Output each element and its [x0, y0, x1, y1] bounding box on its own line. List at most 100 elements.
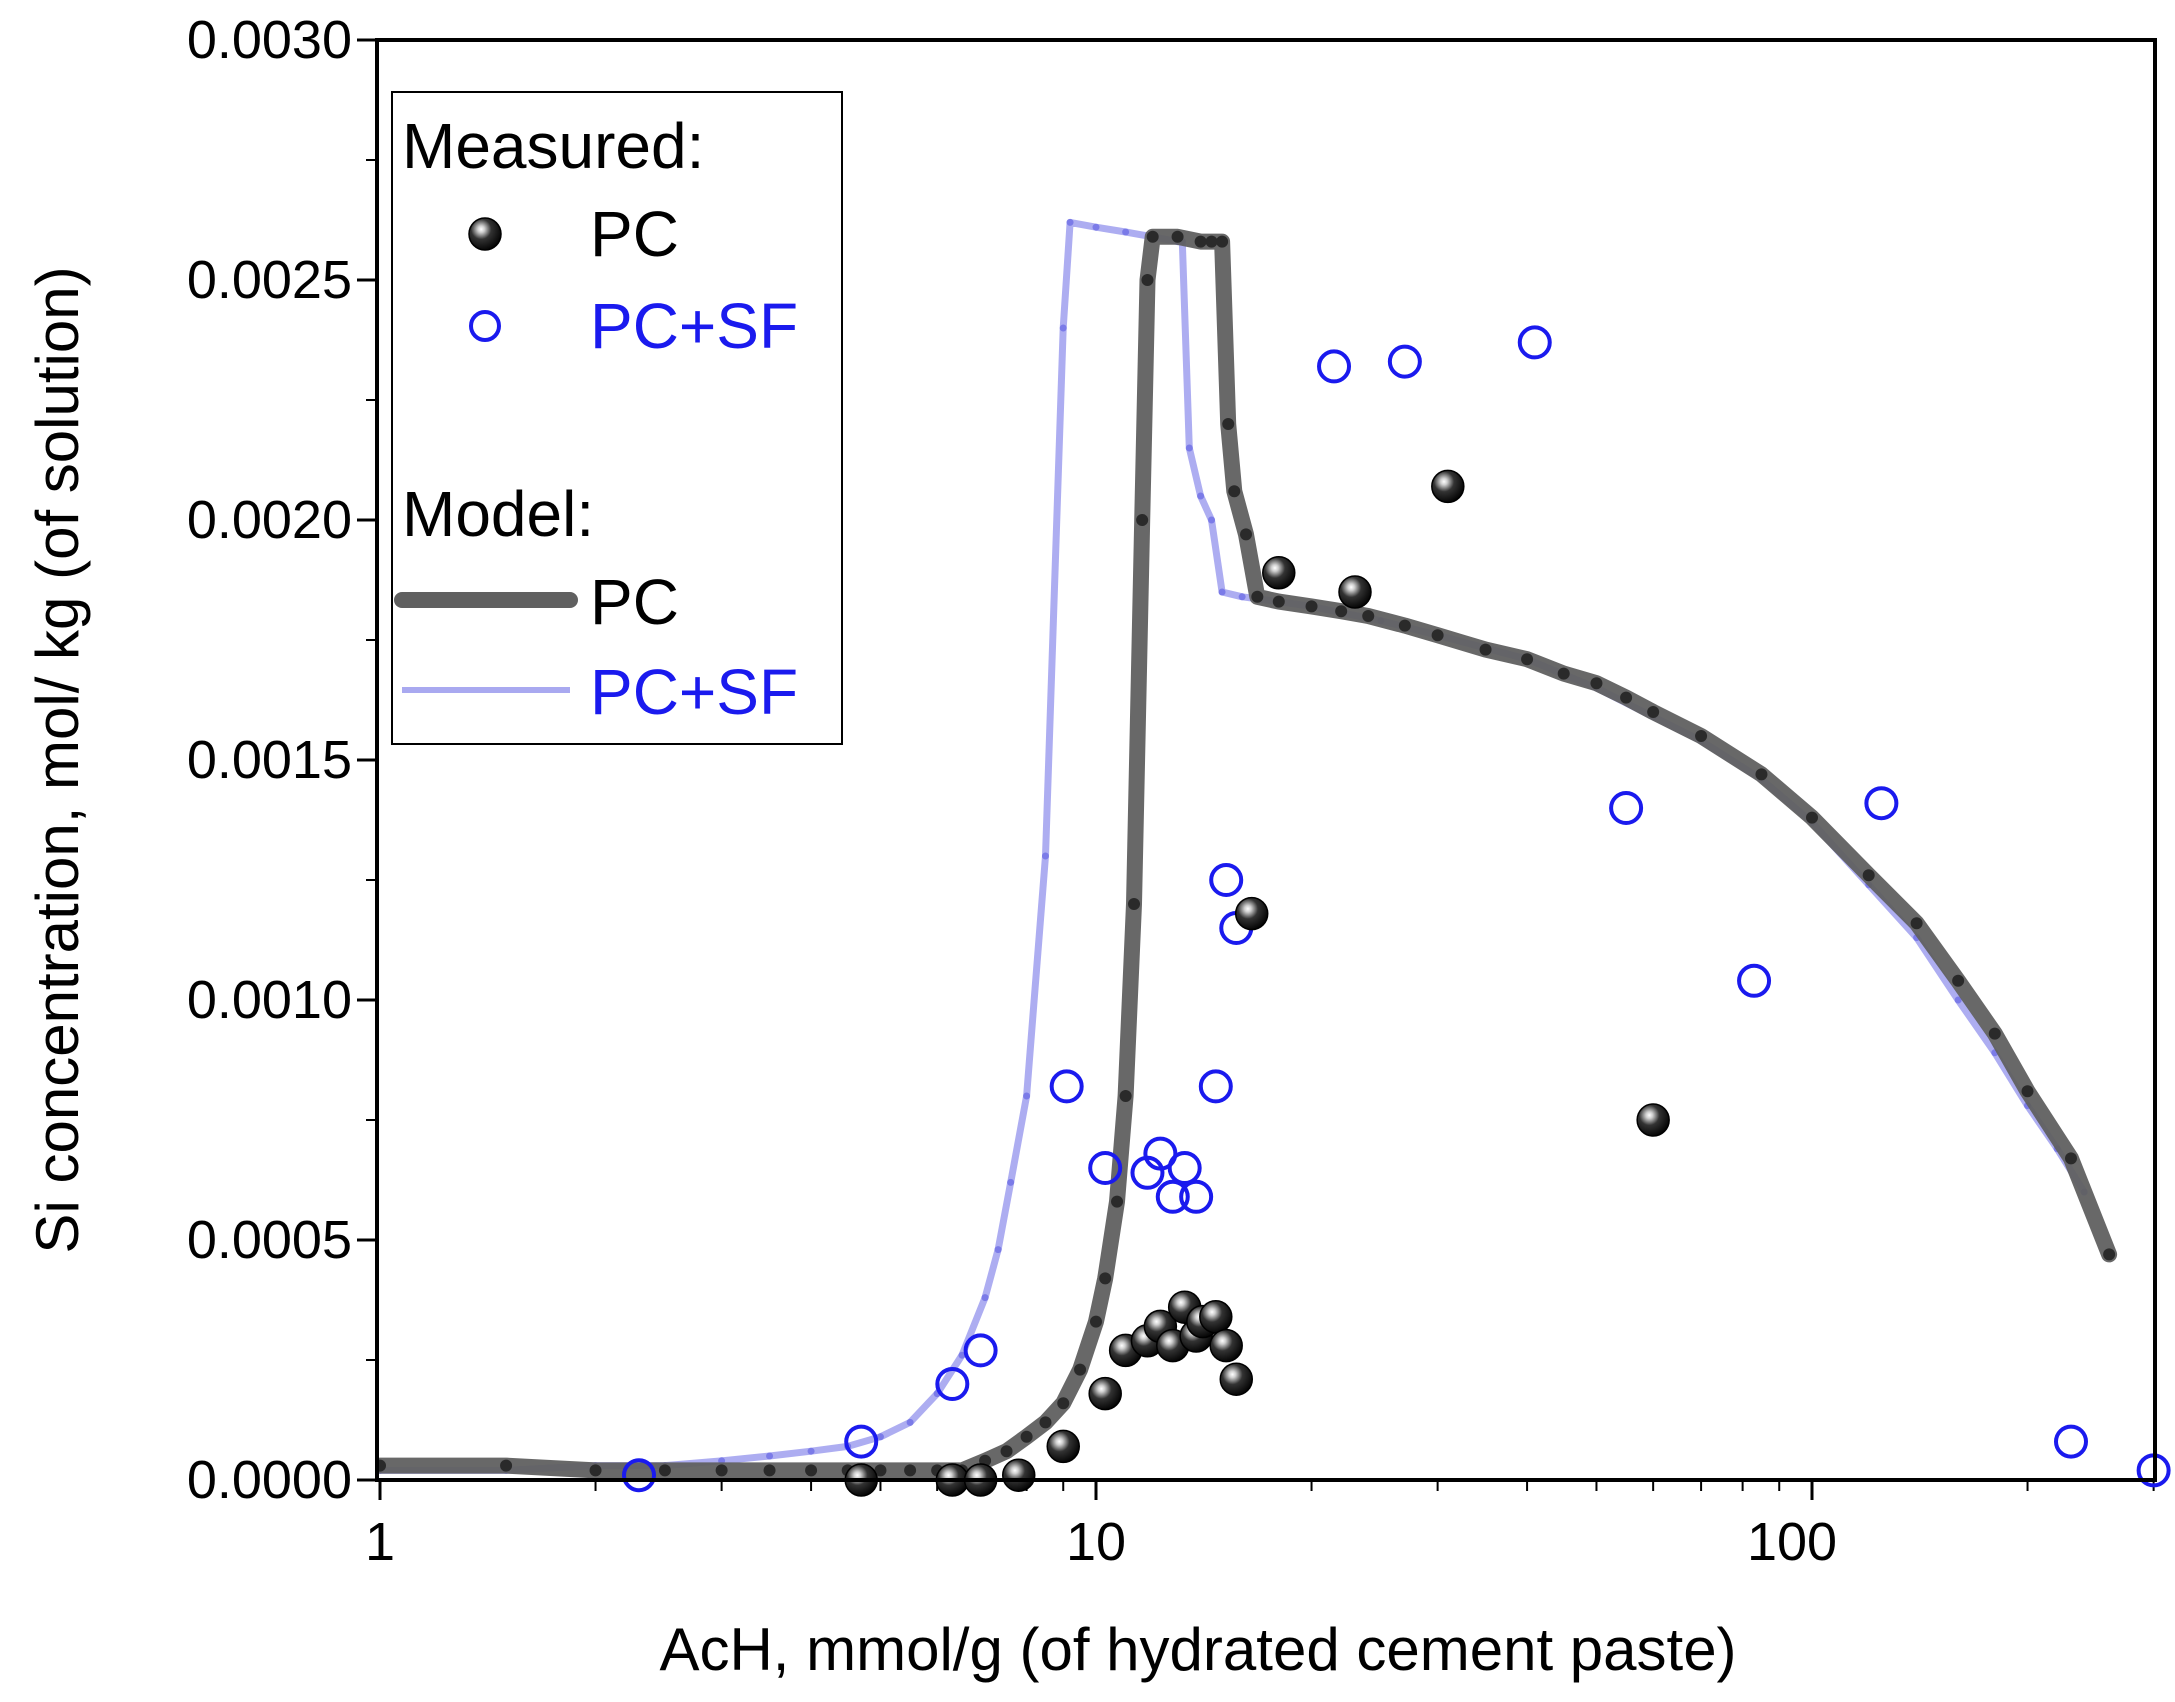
model-pc-node	[1057, 1397, 1070, 1410]
y-tick-label: 0.0030	[187, 10, 352, 70]
measured-pcsf-point	[1737, 963, 1772, 998]
model-pcsf-node	[807, 1447, 815, 1455]
measured-pcsf-point	[1049, 1069, 1084, 1104]
model-pc-node	[1000, 1445, 1013, 1458]
model-pc-node	[1620, 691, 1633, 704]
measured-pc-point	[1199, 1300, 1233, 1334]
legend-measured-heading: Measured:	[402, 110, 704, 182]
model-pcsf-node	[1041, 852, 1049, 860]
model-pc-node	[1099, 1272, 1112, 1285]
measured-pc-point	[1636, 1103, 1670, 1137]
model-pc-node	[1128, 898, 1141, 910]
measured-pcsf-point	[1864, 786, 1899, 821]
measured-pc-point	[1046, 1429, 1080, 1464]
legend-box	[391, 91, 843, 745]
model-pc-node	[1590, 677, 1603, 690]
model-pc-node	[377, 1459, 386, 1472]
measured-pcsf-point	[2053, 1424, 2088, 1459]
measured-pcsf-point	[621, 1458, 656, 1493]
model-pc-node	[1952, 974, 1965, 987]
measured-pcsf-point	[935, 1367, 970, 1401]
model-pc-node	[1090, 1315, 1102, 1328]
model-pcsf-node	[1185, 444, 1193, 452]
model-pc-node	[1171, 230, 1184, 243]
model-pc-node	[1862, 869, 1875, 882]
x-tick-label: 10	[1066, 1512, 1126, 1572]
model-pc-node	[1146, 230, 1159, 243]
model-pc-node	[1557, 667, 1570, 680]
legend: Measured: PC PC+SF Model: PC PC+SF	[391, 91, 843, 745]
model-pcsf-node	[766, 1452, 774, 1460]
measured-pc-point	[1338, 575, 1372, 609]
model-lines	[377, 218, 2118, 1479]
legend-measured-pcsf-marker	[469, 310, 501, 342]
model-pc-node	[1136, 514, 1149, 526]
model-pcsf-node	[981, 1294, 989, 1302]
measured-pcsf-point	[1198, 1069, 1233, 1104]
y-tick-label: 0.0015	[187, 730, 352, 790]
model-pc-node	[1910, 917, 1923, 930]
model-pc-node	[589, 1464, 602, 1477]
model-pc-node	[1755, 768, 1768, 781]
model-pc-node	[763, 1464, 776, 1477]
legend-measured-pcsf-label: PC+SF	[590, 290, 798, 362]
model-pc-node	[1695, 730, 1708, 742]
measured-markers	[621, 325, 2171, 1497]
model-pcsf-node	[876, 1433, 884, 1441]
model-pc-node	[1216, 235, 1229, 248]
model-pc-node	[1362, 610, 1375, 622]
legend-model-pcsf-label: PC+SF	[590, 656, 798, 728]
y-tick-labels: 0.0000 0.0005 0.0010 0.0015 0.0020 0.002…	[187, 10, 352, 1510]
measured-pcsf-point	[1167, 1151, 1202, 1185]
plot-frame	[375, 38, 2157, 1482]
model-pc-node	[2064, 1152, 2077, 1165]
y-tick-label: 0.0010	[187, 970, 352, 1030]
measured-pcsf-point	[1517, 325, 1552, 360]
model-pc-node	[1305, 600, 1318, 613]
model-pcsf-node	[1954, 996, 1962, 1004]
measured-pcsf-point	[1209, 863, 1244, 897]
model-pc-node	[1194, 235, 1207, 248]
measured-pcsf-point	[1155, 1179, 1190, 1214]
y-axis-title: Si concentration, mol/ kg (of solution)	[24, 266, 91, 1253]
model-pc-node	[904, 1464, 917, 1477]
measured-pc-point	[1262, 556, 1296, 590]
model-pc-node	[1074, 1363, 1087, 1376]
model-pc-node	[1111, 1195, 1124, 1208]
model-pc-node	[1521, 653, 1534, 666]
measured-pcsf-point	[1143, 1136, 1178, 1171]
model-pcsf-node	[906, 1418, 914, 1426]
measured-pcsf-point	[1317, 349, 1352, 384]
measured-pc-point	[1431, 469, 1465, 504]
model-pcsf-node	[1023, 1092, 1031, 1100]
model-pc-node	[1039, 1416, 1052, 1429]
x-axis-title: AcH, mmol/g (of hydrated cement paste)	[659, 1616, 1736, 1683]
model-pcsf-node	[958, 1351, 966, 1359]
model-pcsf-node	[994, 1246, 1002, 1254]
measured-pcsf-point	[1387, 344, 1422, 379]
model-pc-node	[1647, 706, 1660, 718]
model-pc-node	[1119, 1090, 1132, 1102]
legend-measured-pc-label: PC	[590, 198, 679, 270]
measured-pcsf-point	[1609, 791, 1644, 825]
model-pc-node	[1806, 811, 1818, 824]
model-pcsf-node	[1197, 492, 1205, 500]
x-tick-label: 1	[365, 1512, 395, 1572]
model-pcsf-node	[1059, 324, 1067, 332]
model-pc-node	[1431, 629, 1444, 642]
model-pc-node	[1272, 595, 1285, 608]
x-tick-labels: 1 10 100	[365, 1512, 1837, 1572]
y-tick-label: 0.0025	[187, 250, 352, 310]
model-pcsf-node	[1066, 218, 1074, 226]
model-pcsf-node	[1208, 516, 1216, 524]
measured-pcsf-point	[1088, 1151, 1123, 1185]
model-pc-node	[1335, 605, 1348, 618]
measured-pcsf-point	[963, 1333, 998, 1368]
model-pcsf-node	[1092, 223, 1100, 231]
y-tick-label: 0.0020	[187, 490, 352, 550]
model-pc-node	[1240, 528, 1253, 541]
model-pcsf-node	[1007, 1178, 1015, 1186]
measured-pcsf-point	[1179, 1179, 1214, 1214]
y-tick-label: 0.0000	[187, 1450, 352, 1510]
